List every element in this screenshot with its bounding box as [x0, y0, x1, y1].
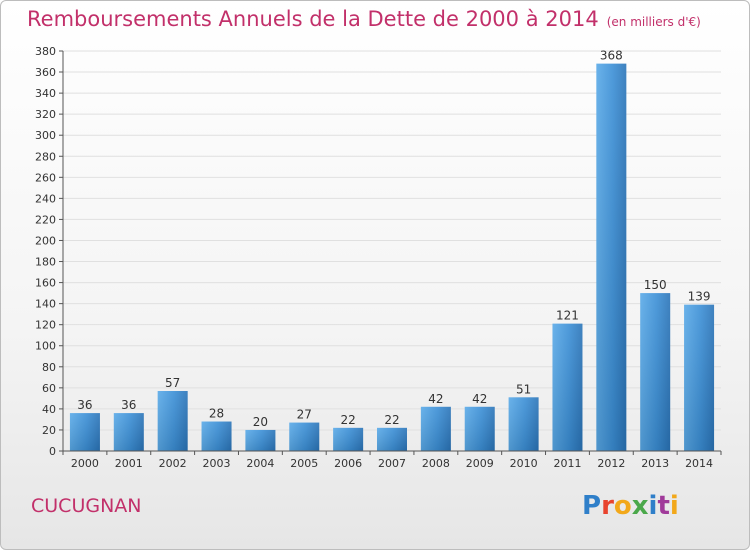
bar-shade-2003 [201, 421, 232, 451]
value-label-2011: 121 [556, 309, 579, 323]
y-tick-label: 280 [35, 150, 56, 163]
y-tick-label: 160 [35, 277, 56, 290]
logo-letter: i [669, 491, 679, 521]
x-tick-label-2006: 2006 [334, 457, 362, 470]
bars: 36 36 57 28 20 27 22 22 42 42 51 121 368 150 139 [69, 49, 715, 451]
x-tick-label-2007: 2007 [378, 457, 406, 470]
value-label-2014: 139 [688, 290, 711, 304]
y-tick-label: 0 [49, 445, 56, 458]
value-label-2002: 57 [165, 376, 180, 390]
value-label-2008: 42 [428, 392, 443, 406]
x-tick-label-2014: 2014 [685, 457, 713, 470]
bar-shade-2005 [289, 422, 320, 451]
bar-shade-2011 [552, 323, 583, 451]
axes: 0204060801001201401601802002202402602803… [35, 45, 722, 470]
y-tick-label: 60 [42, 382, 56, 395]
value-label-2006: 22 [340, 413, 355, 427]
bar-shade-2009 [464, 406, 495, 451]
bar-shade-2002 [157, 391, 188, 451]
y-tick-label: 320 [35, 108, 56, 121]
x-tick-label-2012: 2012 [597, 457, 625, 470]
bar-shade-2013 [640, 293, 671, 451]
y-tick-label: 80 [42, 361, 56, 374]
commune-name: CUCUGNAN [31, 495, 142, 517]
x-tick-label-2005: 2005 [290, 457, 318, 470]
logo-letter: r [601, 491, 614, 521]
x-tick-label-2003: 2003 [203, 457, 231, 470]
value-label-2009: 42 [472, 392, 487, 406]
y-tick-label: 360 [35, 66, 56, 79]
value-label-2001: 36 [121, 398, 136, 412]
y-tick-label: 20 [42, 424, 56, 437]
value-label-2007: 22 [384, 413, 399, 427]
chart-title: Remboursements Annuels de la Dette de 20… [27, 7, 701, 31]
x-tick-label-2001: 2001 [115, 457, 143, 470]
chart-unit: (en milliers d'€) [606, 15, 701, 29]
value-label-2013: 150 [644, 278, 667, 292]
logo-letter: x [631, 491, 649, 521]
logo-letter: o [613, 491, 632, 521]
y-tick-label: 180 [35, 256, 56, 269]
y-tick-label: 40 [42, 403, 56, 416]
y-tick-label: 340 [35, 87, 56, 100]
chart-title-text: Remboursements Annuels de la Dette de 20… [27, 7, 599, 31]
bar-shade-2010 [508, 397, 539, 451]
x-tick-label-2004: 2004 [246, 457, 274, 470]
y-tick-label: 100 [35, 340, 56, 353]
y-tick-label: 140 [35, 298, 56, 311]
y-tick-label: 380 [35, 45, 56, 58]
value-label-2004: 20 [253, 415, 268, 429]
x-tick-label-2000: 2000 [71, 457, 99, 470]
y-tick-label: 220 [35, 213, 56, 226]
x-tick-label-2010: 2010 [510, 457, 538, 470]
bar-shade-2014 [684, 304, 715, 451]
y-tick-label: 300 [35, 129, 56, 142]
value-label-2005: 27 [297, 408, 312, 422]
value-label-2012: 368 [600, 49, 623, 63]
x-tick-label-2009: 2009 [466, 457, 494, 470]
y-tick-label: 200 [35, 234, 56, 247]
bar-shade-2007 [377, 427, 407, 451]
value-label-2003: 28 [209, 407, 224, 421]
bar-shade-2008 [420, 406, 451, 451]
y-tick-label: 120 [35, 319, 56, 332]
bar-shade-2004 [245, 429, 276, 451]
bar-shade-2006 [333, 427, 364, 451]
logo-letter: t [657, 491, 670, 521]
y-tick-label: 260 [35, 171, 56, 184]
y-tick-label: 240 [35, 192, 56, 205]
x-tick-label-2013: 2013 [641, 457, 669, 470]
bar-shade-2000 [69, 413, 100, 451]
x-tick-label-2011: 2011 [553, 457, 581, 470]
value-label-2010: 51 [516, 382, 531, 396]
x-tick-label-2002: 2002 [159, 457, 187, 470]
bar-shade-2001 [113, 413, 144, 451]
value-label-2000: 36 [77, 398, 92, 412]
logo-letter: i [648, 491, 658, 521]
proxiti-logo: Proxiti [582, 491, 679, 521]
x-tick-label-2008: 2008 [422, 457, 450, 470]
logo-letter: P [582, 491, 602, 521]
bar-shade-2012 [596, 63, 627, 451]
